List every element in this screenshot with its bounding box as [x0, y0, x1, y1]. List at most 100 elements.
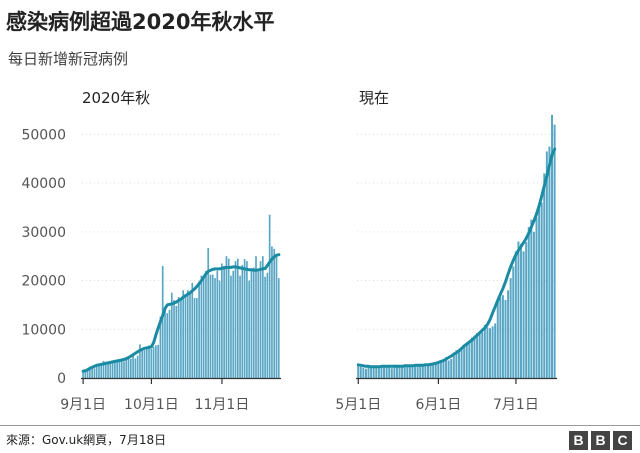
bar	[525, 242, 528, 378]
bar	[517, 241, 520, 378]
bar	[225, 256, 228, 378]
bar	[395, 366, 398, 378]
bar	[166, 313, 169, 378]
bar	[191, 282, 194, 378]
bar	[501, 295, 504, 378]
bar	[364, 368, 367, 378]
bar	[100, 364, 103, 378]
average-line	[81, 253, 281, 373]
footer-divider	[0, 425, 640, 426]
average-line	[356, 147, 557, 369]
bar	[483, 324, 486, 378]
bar	[261, 256, 264, 378]
bar	[538, 207, 541, 378]
bar	[393, 364, 396, 378]
bar	[214, 278, 216, 378]
bar	[273, 248, 276, 378]
bar	[209, 274, 212, 378]
bar	[141, 348, 144, 378]
bar	[437, 361, 440, 378]
bbc-logo-letter: C	[613, 431, 632, 450]
bar	[107, 363, 109, 378]
bar	[452, 354, 455, 378]
bar	[277, 278, 280, 378]
bar	[375, 367, 378, 378]
bar	[507, 290, 510, 378]
chart-subtitle: 每日新增新冠病例	[8, 50, 129, 68]
bar	[159, 316, 162, 378]
bar	[234, 261, 237, 378]
bar	[543, 173, 546, 378]
bar	[362, 367, 365, 378]
bar	[170, 292, 173, 378]
bar	[161, 265, 164, 378]
bar	[380, 366, 383, 378]
bar	[357, 365, 360, 378]
bar	[439, 361, 442, 378]
bar	[91, 368, 93, 378]
y-tick-label: 40000	[21, 176, 66, 192]
bar	[442, 359, 445, 378]
bar	[551, 114, 554, 378]
bar	[520, 244, 523, 378]
bar	[388, 367, 391, 378]
bar	[460, 348, 463, 378]
x-tick-label: 10月1日	[124, 397, 179, 413]
bar	[463, 345, 466, 378]
bar	[195, 298, 198, 378]
bar	[86, 369, 89, 378]
bar	[93, 368, 96, 378]
bar	[494, 323, 497, 378]
bar	[198, 282, 200, 378]
bar	[155, 345, 157, 378]
bar	[509, 278, 512, 378]
bar	[186, 290, 189, 378]
bar	[514, 251, 517, 378]
bar	[271, 246, 273, 378]
panel-title: 現在	[359, 89, 389, 107]
bar	[184, 294, 187, 378]
source-note: 來源：Gov.uk網頁，7月18日	[6, 433, 167, 447]
bar	[168, 309, 171, 378]
bar	[390, 368, 393, 378]
bar	[548, 146, 551, 378]
bar	[385, 366, 388, 378]
bar	[239, 275, 241, 378]
x-tick-label: 6月1日	[415, 397, 461, 413]
bar	[419, 365, 422, 378]
bar	[98, 365, 100, 378]
bar	[145, 347, 148, 378]
bar	[540, 202, 543, 378]
bar	[109, 363, 112, 378]
bar	[429, 364, 432, 378]
bar	[243, 259, 246, 378]
bar	[473, 335, 476, 378]
bar	[398, 366, 401, 378]
bar	[268, 214, 271, 378]
x-tick-label: 5月1日	[335, 397, 381, 413]
bar	[377, 366, 380, 378]
bar	[257, 270, 260, 378]
bar	[250, 268, 253, 378]
bar	[468, 341, 471, 378]
bar	[535, 217, 538, 378]
bar	[173, 300, 175, 378]
bar	[248, 280, 251, 378]
x-tick-label: 9月1日	[60, 397, 106, 413]
bar	[512, 266, 515, 378]
bar	[457, 352, 460, 378]
bar	[127, 358, 130, 378]
bar	[383, 365, 386, 378]
bar	[532, 231, 535, 378]
y-tick-label: 20000	[21, 274, 66, 290]
bar	[89, 368, 91, 378]
bar	[152, 346, 155, 378]
bar	[129, 358, 132, 378]
bar	[134, 358, 137, 378]
bar	[139, 344, 141, 378]
bar	[259, 261, 262, 378]
bar	[216, 270, 219, 378]
bar	[406, 365, 409, 378]
bar	[123, 361, 125, 378]
bar	[232, 270, 235, 378]
